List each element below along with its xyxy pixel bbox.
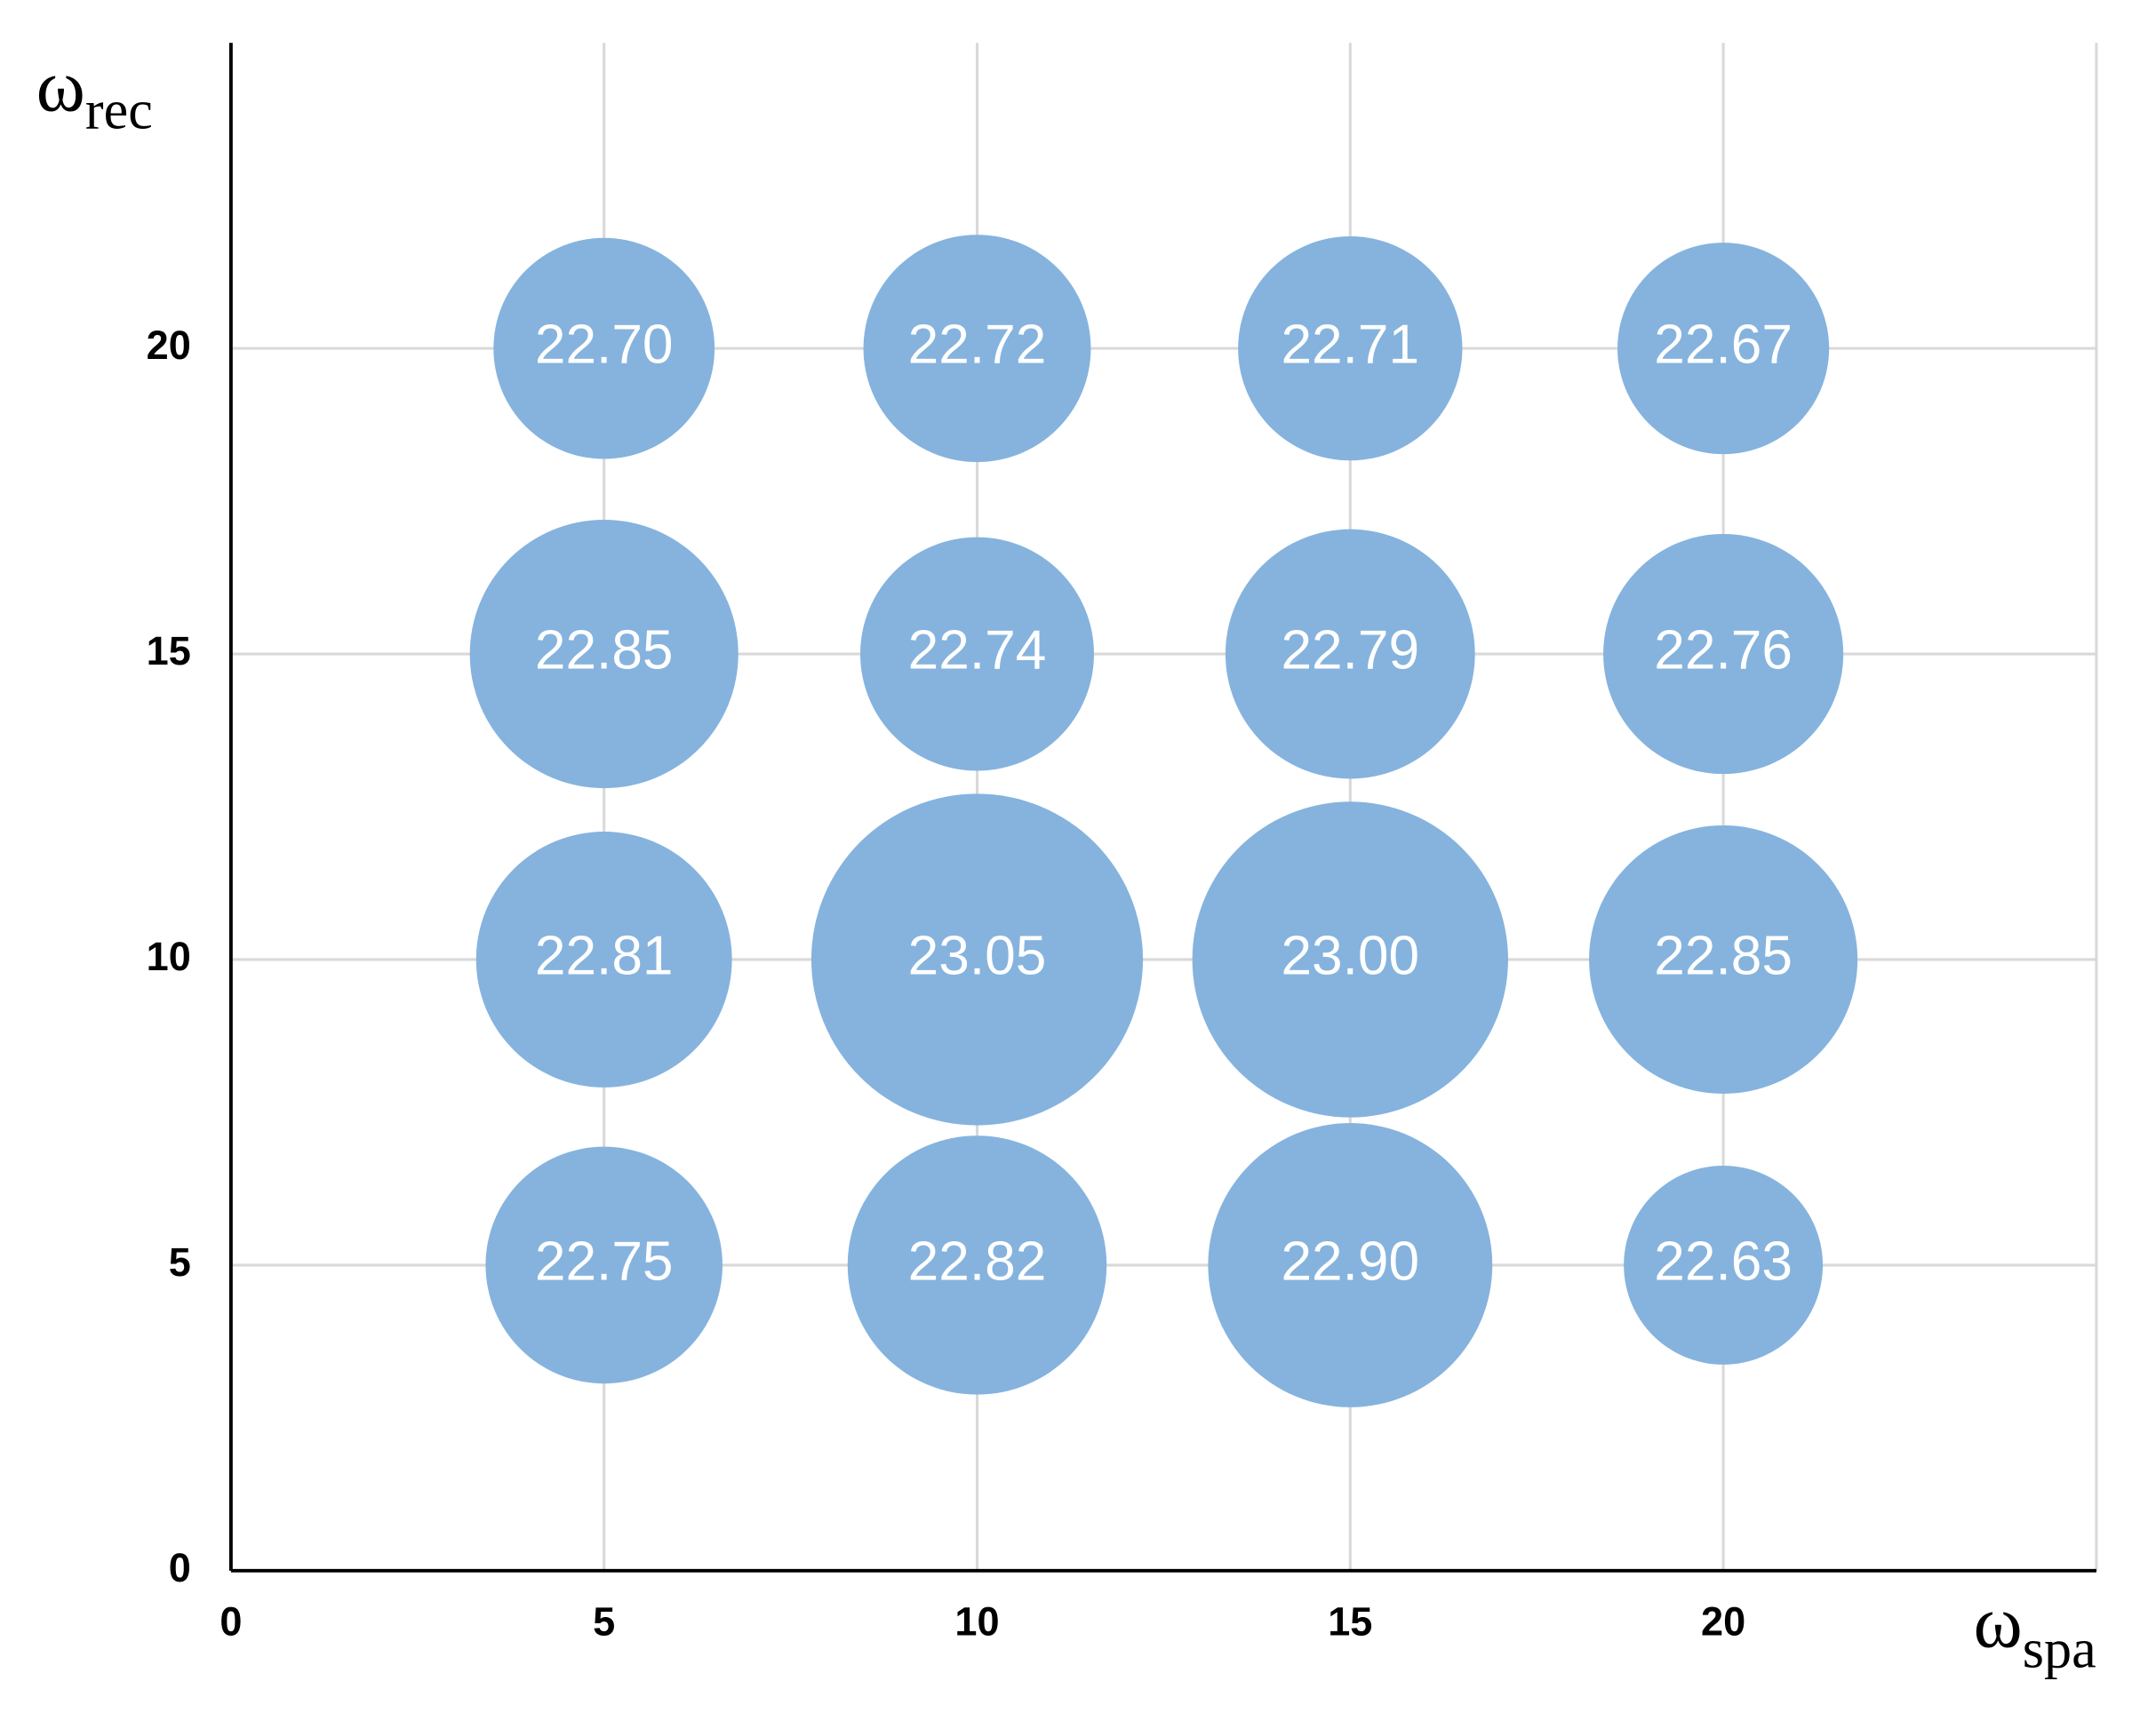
bubble [847, 1135, 1107, 1395]
data-label: 22.67 [1654, 315, 1793, 376]
bubble [1589, 825, 1858, 1095]
data-label: 22.75 [535, 1231, 674, 1292]
x-tick-label: 5 [593, 1598, 615, 1644]
y-tick-label: 5 [169, 1239, 191, 1285]
data-label: 22.71 [1281, 315, 1419, 376]
y-tick-label: 20 [147, 323, 191, 368]
bubble [493, 237, 715, 459]
bubble [860, 537, 1094, 771]
bubble [863, 235, 1091, 463]
bubble [1192, 801, 1508, 1118]
data-label: 22.63 [1654, 1231, 1793, 1292]
bubble [1624, 1165, 1824, 1365]
y-tick-label: 0 [169, 1545, 191, 1590]
data-label: 22.85 [535, 619, 674, 681]
x-tick-label: 0 [220, 1598, 242, 1644]
data-label: 22.79 [1281, 619, 1419, 681]
bubble [485, 1146, 723, 1384]
bubble [475, 832, 732, 1088]
data-label: 22.70 [535, 315, 674, 376]
data-label: 22.74 [908, 619, 1047, 681]
x-tick-label: 15 [1328, 1598, 1372, 1644]
data-label: 22.72 [908, 315, 1047, 376]
bubble [810, 793, 1144, 1126]
data-label: 22.76 [1654, 619, 1793, 681]
bubble [1238, 235, 1463, 461]
y-tick-label: 10 [147, 934, 191, 979]
bubble [1603, 534, 1844, 775]
x-axis-label: ωspa [1974, 1582, 2096, 1680]
bubble [1225, 529, 1475, 779]
x-tick-label: 10 [954, 1598, 999, 1644]
bubble [1617, 243, 1830, 455]
x-tick-label: 20 [1701, 1598, 1745, 1644]
bubble [1208, 1122, 1493, 1407]
data-label: 23.00 [1281, 925, 1419, 986]
data-label: 22.82 [908, 1231, 1047, 1292]
y-tick-label: 15 [147, 628, 191, 673]
bubbles [469, 235, 1858, 1407]
y-axis-label: ωrec [36, 45, 153, 141]
data-label: 23.05 [908, 925, 1047, 986]
bubble [469, 520, 739, 789]
data-label: 22.85 [1654, 925, 1793, 986]
data-label: 22.81 [535, 925, 674, 986]
data-label: 22.90 [1281, 1231, 1419, 1292]
